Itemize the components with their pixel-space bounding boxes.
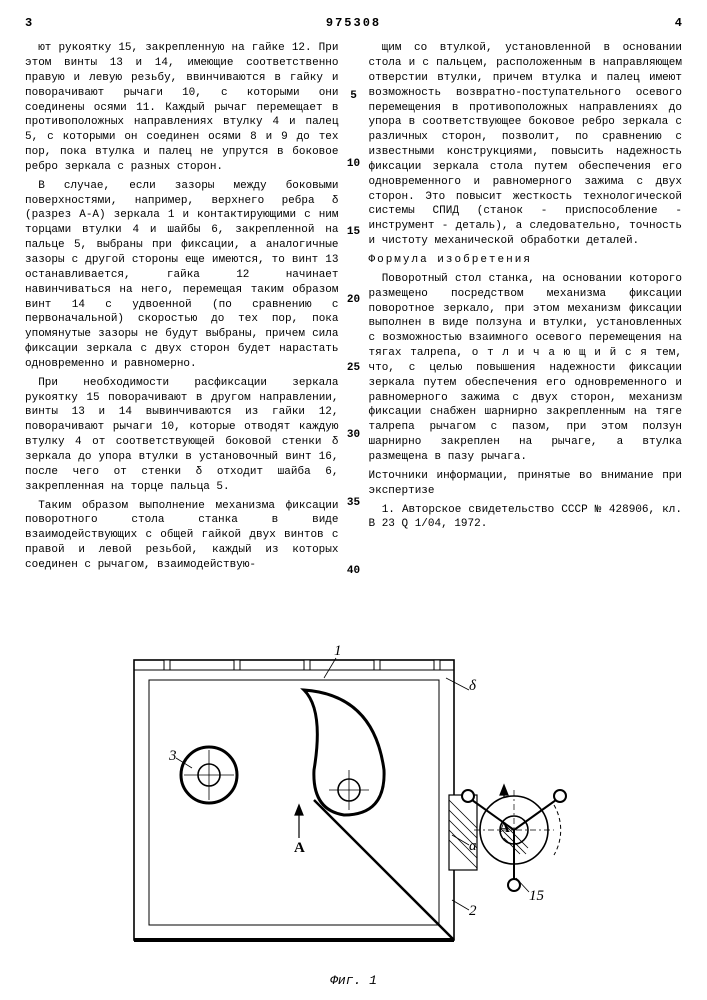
line-num: 10 (347, 157, 360, 172)
annot-3: 3 (168, 748, 177, 764)
line-num: 25 (347, 361, 360, 376)
page-header: 3 975308 4 (25, 15, 682, 31)
annot-delta: δ (469, 678, 477, 694)
figure-1: 1 δ 3 А А а 2 15 Фиг. 1 (25, 640, 682, 990)
page-num-left: 3 (25, 15, 32, 31)
sources-title: Источники информации, принятые во вниман… (369, 469, 683, 499)
para: ют рукоятку 15, закрепленную на гайке 12… (25, 41, 339, 175)
figure-svg: 1 δ 3 А А а 2 15 (74, 640, 634, 970)
source-item: 1. Авторское свидетельство СССР № 428906… (369, 503, 683, 533)
line-num: 20 (347, 293, 360, 308)
para: щим со втулкой, установленной в основани… (369, 41, 683, 249)
annot-15: 15 (529, 888, 545, 904)
figure-label: Фиг. 1 (25, 972, 682, 990)
line-num: 5 (350, 89, 357, 104)
annot-1: 1 (334, 643, 342, 659)
page-num-right: 4 (675, 15, 682, 31)
annot-2: 2 (469, 903, 477, 919)
para: При необходимости расфиксации зеркала ру… (25, 376, 339, 495)
annot-A2: А (499, 820, 510, 836)
annot-a: а (469, 838, 477, 854)
doc-number: 975308 (32, 15, 675, 31)
line-number-gutter: 5 10 15 20 25 30 35 40 (345, 41, 363, 632)
para: Поворотный стол станка, на основании кот… (369, 272, 683, 465)
left-column: ют рукоятку 15, закрепленную на гайке 12… (25, 41, 339, 632)
line-num: 30 (347, 428, 360, 443)
line-num: 15 (347, 225, 360, 240)
para: Таким образом выполнение механизма фикса… (25, 499, 339, 573)
para: В случае, если зазоры между боковыми пов… (25, 179, 339, 372)
right-column: щим со втулкой, установленной в основани… (369, 41, 683, 632)
line-num: 35 (347, 496, 360, 511)
text-columns: ют рукоятку 15, закрепленную на гайке 12… (25, 41, 682, 632)
annot-A1: А (294, 840, 305, 856)
formula-title: Формула изобретения (369, 253, 683, 268)
line-num: 40 (347, 564, 360, 579)
